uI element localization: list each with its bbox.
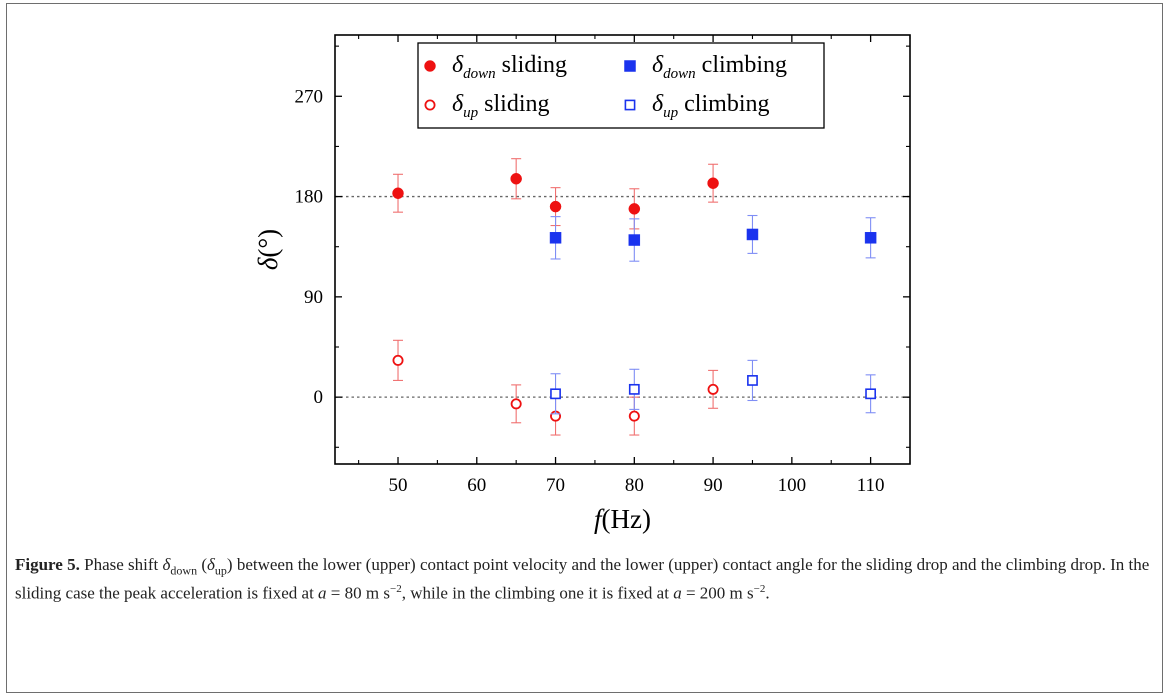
data-point (746, 228, 759, 241)
y-tick-label: 180 (295, 187, 324, 208)
x-axis-symbol: f (594, 504, 605, 534)
caption-text: , while in the climbing one it is fixed … (401, 584, 674, 604)
caption-exponent: −2 (753, 583, 766, 596)
x-axis-unit: (Hz) (602, 504, 651, 534)
legend-subscript: down (463, 66, 496, 82)
x-tick-label: 100 (778, 475, 807, 496)
legend-word: climbing (696, 52, 787, 78)
data-point (628, 234, 641, 246)
data-point (550, 388, 561, 400)
caption-text: Phase shift (79, 555, 163, 574)
data-point (549, 232, 562, 244)
series-2 (549, 214, 877, 262)
caption-variable: a (673, 584, 682, 604)
figure-caption: Figure 5. Phase shift δdown (δup) betwee… (15, 555, 1155, 603)
data-point (864, 232, 877, 244)
x-tick-label: 70 (546, 475, 565, 496)
y-axis-title: δ(°) (253, 229, 283, 270)
data-point (628, 410, 640, 422)
x-tick-label: 80 (625, 475, 644, 496)
series-3 (550, 359, 877, 415)
legend-marker (424, 60, 436, 72)
legend-label: δdown climbing (652, 52, 787, 82)
data-point (707, 177, 719, 189)
legend-word: climbing (678, 91, 769, 117)
y-axis-symbol: δ (253, 257, 283, 270)
legend-marker (624, 99, 636, 111)
data-point (628, 383, 640, 395)
plot-area (334, 34, 911, 465)
legend-label: δdown sliding (452, 52, 567, 82)
y-tick-label: 0 (314, 387, 324, 408)
x-tick-label: 110 (857, 475, 885, 496)
y-axis-unit: (°) (253, 229, 283, 258)
data-point (510, 172, 522, 185)
caption-label: Figure 5. (15, 555, 80, 574)
caption-text: . (765, 584, 770, 604)
series-0 (392, 158, 719, 230)
x-tick-label: 50 (389, 475, 408, 496)
data-point (747, 375, 758, 386)
caption-exponent: −2 (389, 583, 402, 596)
data-point (392, 187, 404, 199)
data-point (549, 200, 562, 213)
caption-variable: a (318, 584, 327, 604)
x-tick-label: 90 (704, 475, 723, 496)
caption-text: ) between the lower (upper) contact poin… (15, 555, 1150, 604)
data-point (628, 203, 641, 215)
legend-symbol: δ (452, 91, 464, 117)
x-axis-title: f(Hz) (594, 504, 651, 534)
legend-symbol: δ (652, 52, 664, 78)
y-tick-label: 90 (304, 287, 323, 308)
legend-subscript: up (463, 105, 479, 121)
caption-text: ( (197, 555, 207, 574)
legend-symbol: δ (652, 91, 664, 117)
legend-subscript: up (663, 105, 679, 121)
caption-symbol: δ (162, 555, 171, 574)
caption-subscript: up (214, 563, 227, 578)
legend-label: δup climbing (652, 91, 769, 121)
legend-label: δup sliding (452, 91, 550, 121)
data-point (707, 383, 719, 395)
caption-value: = 200 m s (681, 584, 754, 604)
data-point (510, 398, 522, 410)
legend-marker (424, 99, 436, 111)
legend-word: sliding (496, 52, 567, 78)
chart: 50 60 70 80 90 100 110090180270f(Hz)δ(°)δdown … (253, 34, 911, 534)
legend-symbol: δ (452, 52, 464, 78)
legend-marker (624, 60, 636, 72)
caption-symbol: δ (207, 555, 215, 574)
legend-subscript: down (663, 66, 696, 82)
legend-box (417, 42, 825, 129)
caption-value: = 80 m s (326, 584, 390, 604)
data-point (392, 354, 404, 366)
y-tick-label: 270 (295, 86, 324, 107)
legend-word: sliding (478, 91, 549, 117)
data-point (865, 388, 877, 400)
x-tick-label: 60 (467, 475, 486, 496)
caption-subscript: down (170, 563, 198, 578)
